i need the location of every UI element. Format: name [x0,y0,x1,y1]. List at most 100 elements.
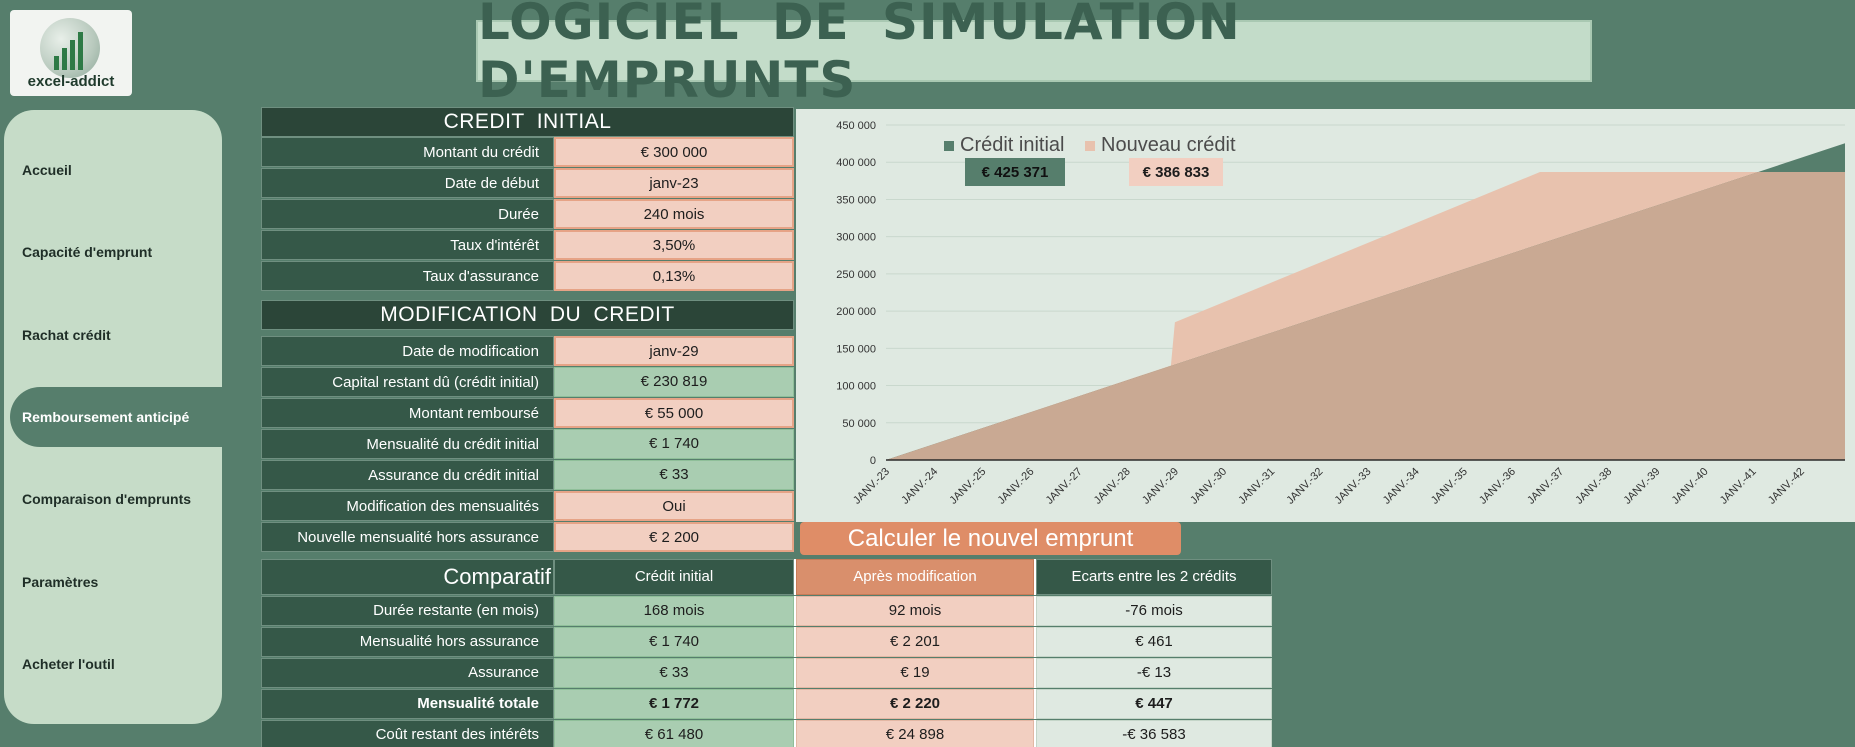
sidebar-item-parametres[interactable]: Paramètres [22,574,99,590]
x-tick-label: JANV.-30 [1188,466,1229,507]
y-tick-label: 100 000 [836,381,876,393]
nouvelle-mensualite-input[interactable]: € 2 200 [554,522,794,552]
row-label: Taux d'assurance [261,261,554,291]
credit-row-montant: Montant du crédit € 300 000 [261,137,794,167]
row-label: Modification des mensualités [261,491,554,521]
row-label: Mensualité du crédit initial [261,429,554,459]
modif-row: Date de modification janv-29 [261,336,794,366]
sidebar-item-rachat-credit[interactable]: Rachat crédit [22,327,111,343]
modif-row: Montant remboursé € 55 000 [261,398,794,428]
modif-row: Assurance du crédit initial € 33 [261,460,794,490]
sidebar-item-capacite-emprunt[interactable]: Capacité d'emprunt [22,244,153,260]
row-label: Durée [261,199,554,229]
legend-label: Nouveau crédit [1101,134,1236,156]
credit-initial-header: CREDIT INITIAL [261,107,794,137]
cell-initial: € 1 740 [554,627,794,657]
page-title: LOGICIEL DE SIMULATION D'EMPRUNTS [478,0,1241,109]
x-tick-label: JANV.-32 [1284,466,1325,507]
duree-input[interactable]: 240 mois [554,199,794,229]
y-tick-label: 400 000 [836,157,876,169]
modif-row: Nouvelle mensualité hors assurance € 2 20… [261,522,794,552]
table-row-total: Mensualité totale € 1 772 € 2 220 € 447 [261,689,1272,719]
y-tick-label: 150 000 [836,343,876,355]
legend-swatch-initial [944,140,954,151]
row-label: Assurance du crédit initial [261,460,554,490]
montant-credit-input[interactable]: € 300 000 [554,137,794,167]
col-header-ecarts: Ecarts entre les 2 crédits [1036,559,1272,595]
area-overlap [886,172,1845,460]
y-tick-label: 300 000 [836,232,876,244]
logo-text: excel-addict [27,73,115,90]
cell-apres: € 2 220 [796,689,1034,719]
row-label: Mensualité hors assurance [261,627,554,657]
y-tick-label: 200 000 [836,306,876,318]
legend-label: Crédit initial [960,134,1065,156]
cell-ecart: -€ 13 [1036,658,1272,688]
date-debut-input[interactable]: janv-23 [554,168,794,198]
montant-rembourse-input[interactable]: € 55 000 [554,398,794,428]
taux-assurance-input[interactable]: 0,13% [554,261,794,291]
x-tick-label: JANV.-31 [1236,466,1277,507]
x-tick-label: JANV.-29 [1140,466,1181,507]
x-tick-label: JANV.-41 [1718,466,1759,507]
cell-initial: 168 mois [554,596,794,626]
y-tick-label: 450 000 [836,120,876,132]
total-credit-initial: € 425 371 [965,158,1065,186]
modif-row: Mensualité du crédit initial € 1 740 [261,429,794,459]
row-label: Capital restant dû (crédit initial) [261,367,554,397]
bar-chart-icon [54,32,90,70]
date-modification-input[interactable]: janv-29 [554,336,794,366]
comparatif-title: Comparatif [261,559,554,595]
cell-ecart: -€ 36 583 [1036,720,1272,747]
modif-row: Capital restant dû (crédit initial) € 230… [261,367,794,397]
col-header-initial: Crédit initial [554,559,794,595]
x-tick-label: JANV.-37 [1525,466,1566,507]
cell-apres: € 24 898 [796,720,1034,747]
x-tick-label: JANV.-42 [1766,466,1807,507]
x-tick-label: JANV.-36 [1477,466,1518,507]
x-tick-label: JANV.-33 [1333,466,1374,507]
x-tick-label: JANV.-35 [1429,466,1470,507]
cell-ecart: -76 mois [1036,596,1272,626]
calculer-button[interactable]: Calculer le nouvel emprunt [800,522,1181,555]
row-label: Coût restant des intérêts [261,720,554,747]
cell-apres: 92 mois [796,596,1034,626]
cell-ecart: € 447 [1036,689,1272,719]
sidebar-item-acheter-outil[interactable]: Acheter l'outil [22,656,115,672]
x-tick-label: JANV.-34 [1381,466,1422,507]
row-label: Nouvelle mensualité hors assurance [261,522,554,552]
legend-swatch-nouveau [1085,140,1095,151]
sidebar-item-comparaison-emprunts[interactable]: Comparaison d'emprunts [22,491,192,507]
row-label: Durée restante (en mois) [261,596,554,626]
cell-ecart: € 461 [1036,627,1272,657]
y-tick-label: 50 000 [842,418,876,430]
credit-row-date: Date de début janv-23 [261,168,794,198]
cell-initial: € 33 [554,658,794,688]
row-label: Assurance [261,658,554,688]
taux-interet-input[interactable]: 3,50% [554,230,794,260]
y-tick-label: 350 000 [836,194,876,206]
loan-chart: 0 50 000 100 000 150 000 200 000 250 000 300 0… [836,120,1845,507]
x-tick-label: JANV.-25 [947,466,988,507]
x-tick-label: JANV.-23 [851,466,892,507]
sidebar-item-remboursement-anticipe[interactable]: Remboursement anticipé [10,387,222,447]
modification-header: MODIFICATION DU CREDIT [261,300,794,330]
row-label: Taux d'intérêt [261,230,554,260]
x-tick-label: JANV.-28 [1092,466,1133,507]
row-label: Mensualité totale [261,689,554,719]
capital-restant-value: € 230 819 [554,367,794,397]
cell-apres: € 2 201 [796,627,1034,657]
x-tick-label: JANV.-39 [1621,466,1662,507]
cell-initial: € 1 772 [554,689,794,719]
row-label: Montant remboursé [261,398,554,428]
credit-row-duree: Durée 240 mois [261,199,794,229]
page-title-box: LOGICIEL DE SIMULATION D'EMPRUNTS [476,0,1592,109]
total-nouveau-credit: € 386 833 [1129,158,1223,186]
assurance-initial-value: € 33 [554,460,794,490]
sidebar-item-accueil[interactable]: Accueil [22,162,72,178]
modification-mensualites-select[interactable]: Oui [554,491,794,521]
table-row: Coût restant des intérêts € 61 480 € 24 … [261,720,1272,747]
cell-apres: € 19 [796,658,1034,688]
mensualite-initial-value: € 1 740 [554,429,794,459]
credit-row-assurance: Taux d'assurance 0,13% [261,261,794,291]
